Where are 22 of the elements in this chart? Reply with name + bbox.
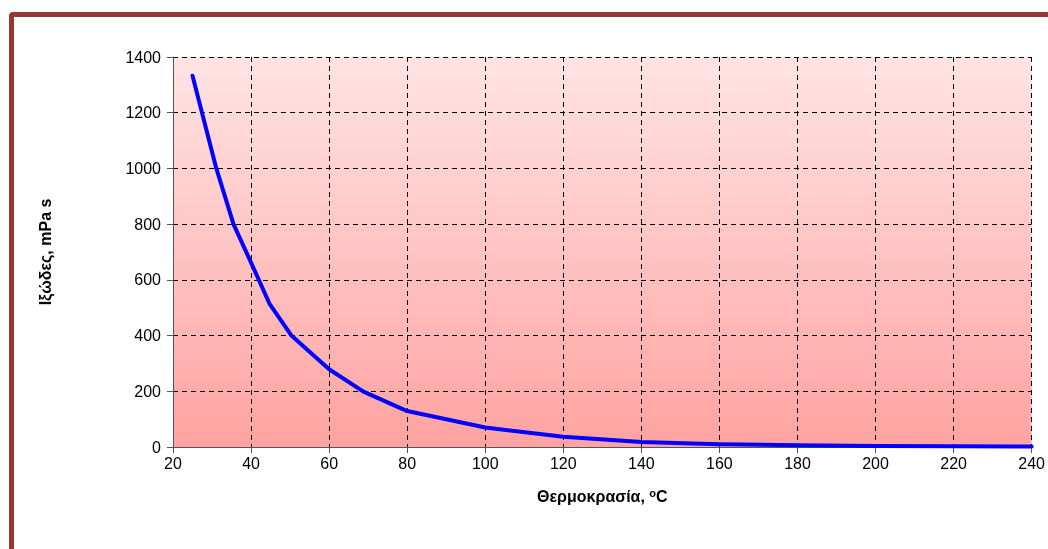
y-tick-label: 800 — [134, 215, 162, 233]
x-tick-label: 120 — [549, 454, 577, 472]
x-tick-label: 20 — [164, 454, 182, 472]
y-tick-label: 600 — [134, 271, 162, 289]
y-tick-label: 1000 — [125, 159, 162, 177]
x-tick-label: 220 — [940, 454, 968, 472]
x-tick-label: 140 — [628, 454, 655, 472]
y-tick-label: 200 — [134, 382, 162, 400]
x-tick-label: 200 — [862, 454, 889, 472]
y-tick-label: 400 — [134, 327, 162, 345]
y-tick-label: 1400 — [125, 48, 162, 66]
x-tick-label: 80 — [398, 454, 417, 472]
x-tick-label: 100 — [471, 454, 499, 472]
line-series — [190, 73, 1034, 449]
x-tick-label: 240 — [1018, 454, 1046, 472]
y-tick-label: 1200 — [125, 104, 162, 122]
x-tick-label: 160 — [706, 454, 733, 472]
y-axis-title: Ιξώδες, mPa s — [36, 198, 55, 306]
x-tick-label: 60 — [320, 454, 339, 472]
y-tick-label: 0 — [152, 438, 162, 456]
x-tick-label: 180 — [784, 454, 811, 472]
x-tick-label: 40 — [242, 454, 261, 472]
